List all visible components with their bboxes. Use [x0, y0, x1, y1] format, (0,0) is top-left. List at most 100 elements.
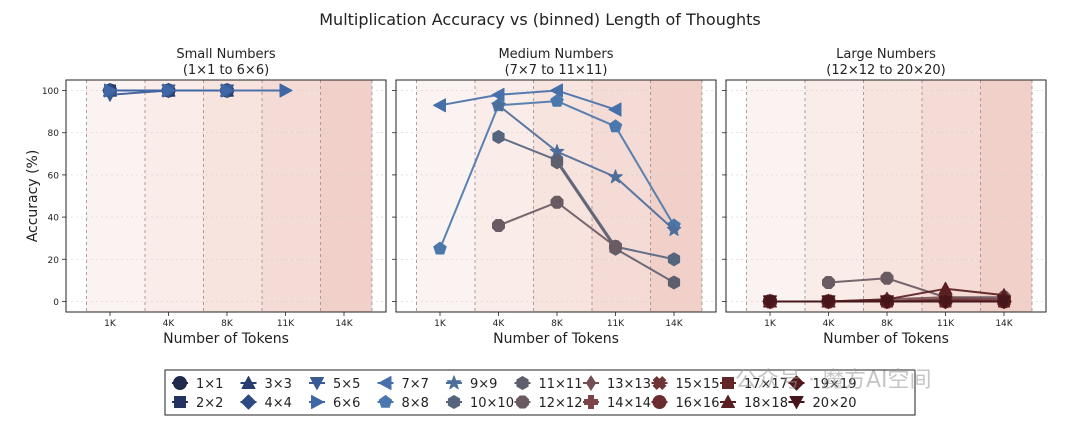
axes-frame	[65, 79, 387, 313]
series-6x6	[104, 83, 293, 98]
legend-marker	[516, 376, 529, 390]
series-line	[439, 89, 616, 111]
legend-marker	[310, 377, 324, 390]
legend-label: 10×10	[470, 396, 514, 411]
legend-marker	[447, 395, 461, 409]
axes-frame	[395, 79, 717, 313]
data-point	[763, 295, 777, 309]
y-tick-label: 0	[53, 298, 59, 308]
x-tick-label: 1K	[434, 319, 447, 329]
series-line	[498, 136, 675, 261]
series-20x20	[763, 295, 1011, 309]
legend-label: 14×14	[607, 396, 651, 411]
data-point	[667, 275, 681, 290]
legend-label: 7×7	[402, 377, 429, 392]
data-point	[492, 219, 505, 232]
data-point	[433, 241, 447, 255]
token-bin-band	[416, 80, 475, 312]
token-bin-band	[863, 80, 922, 312]
legend-marker	[378, 395, 393, 408]
y-tick-label: 80	[48, 129, 60, 139]
subplot-subtitle: (7×7 to 11×11)	[505, 63, 608, 78]
x-tick-label: 14K	[665, 319, 683, 329]
legend-label: 3×3	[265, 377, 292, 392]
data-point	[550, 94, 564, 107]
subplot-title: Large Numbers	[836, 47, 936, 62]
data-point	[821, 295, 836, 309]
token-bin-band	[203, 80, 262, 312]
legend-label: 20×20	[813, 396, 857, 411]
data-point	[492, 129, 505, 144]
x-tick-label: 11K	[607, 319, 625, 329]
legend-label: 2×2	[196, 396, 223, 411]
subplot-subtitle: (12×12 to 20×20)	[826, 63, 945, 78]
series-12x12	[492, 195, 622, 254]
data-point	[880, 271, 894, 285]
subplot-title: Medium Numbers	[498, 47, 613, 62]
data-point	[491, 87, 505, 102]
legend-label: 1×1	[196, 377, 223, 392]
x-tick-label: 14K	[995, 319, 1013, 329]
legend-marker	[652, 395, 667, 409]
x-axis-label: Number of Tokens	[163, 331, 289, 347]
legend-marker	[446, 375, 462, 390]
x-tick-label: 8K	[881, 319, 894, 329]
legend-label: 16×16	[676, 396, 720, 411]
figure-title: Multiplication Accuracy vs (binned) Leng…	[319, 10, 761, 29]
data-point	[822, 276, 835, 289]
series-line	[828, 277, 1004, 299]
legend-marker	[311, 395, 324, 409]
data-point	[162, 83, 176, 98]
token-bin-band	[320, 80, 372, 312]
legend-marker	[174, 396, 186, 408]
x-tick-label: 8K	[551, 319, 564, 329]
data-point	[433, 98, 446, 113]
series-9x9	[491, 97, 682, 236]
data-point	[279, 83, 293, 98]
x-tick-label: 4K	[823, 319, 836, 329]
data-point	[550, 83, 563, 98]
data-point	[938, 295, 953, 309]
legend-marker	[584, 395, 598, 409]
token-bin-band	[475, 80, 534, 312]
legend-marker	[586, 375, 596, 391]
legend-label: 5×5	[333, 377, 360, 392]
token-bin-band	[592, 80, 651, 312]
legend-marker	[241, 376, 256, 389]
legend-marker	[652, 376, 667, 390]
legend-label: 6×6	[333, 396, 360, 411]
x-tick-label: 4K	[493, 319, 506, 329]
legend-label: 13×13	[607, 377, 651, 392]
token-bin-band	[86, 80, 145, 312]
data-point	[550, 195, 564, 209]
y-tick-label: 20	[48, 256, 60, 266]
legend-marker	[378, 376, 392, 390]
legend-label: 12×12	[539, 396, 583, 411]
legend-label: 19×19	[813, 377, 857, 392]
axes-frame	[725, 79, 1047, 313]
data-point	[104, 83, 117, 98]
x-tick-label: 14K	[335, 319, 353, 329]
x-tick-label: 4K	[163, 319, 176, 329]
data-point	[221, 83, 234, 98]
legend-box	[164, 369, 916, 416]
y-axis-label: Accuracy (%)	[25, 150, 41, 243]
token-bin-band	[533, 80, 592, 312]
legend-marker	[722, 377, 734, 389]
legend-marker	[789, 396, 804, 409]
token-bin-band	[145, 80, 204, 312]
x-tick-label: 1K	[764, 319, 777, 329]
x-axis-label: Number of Tokens	[823, 331, 949, 347]
token-bin-band	[746, 80, 805, 312]
subplot-subtitle: (1×1 to 6×6)	[183, 63, 269, 78]
series-line	[497, 104, 675, 231]
series-7x7	[433, 83, 622, 117]
legend-marker	[721, 395, 735, 408]
data-point	[491, 97, 506, 112]
x-tick-label: 11K	[277, 319, 295, 329]
x-tick-label: 11K	[937, 319, 955, 329]
legend-label: 11×11	[539, 377, 583, 392]
data-point	[880, 295, 894, 309]
subplot-2: 1K 4K 8K 11K 14K Medium Numbers(7×7 to 11×11)…	[392, 47, 717, 347]
